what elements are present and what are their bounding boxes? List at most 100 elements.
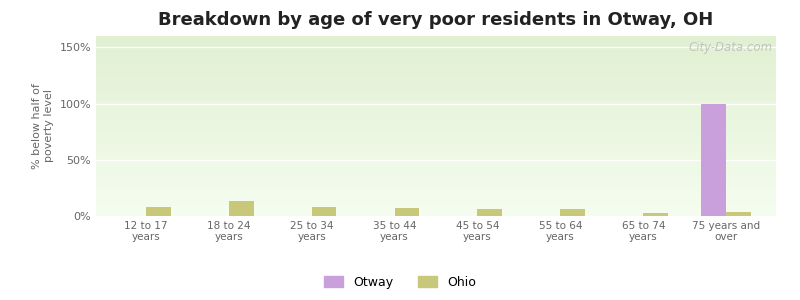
Bar	[96, 87, 776, 88]
Bar	[96, 98, 776, 99]
Bar	[96, 184, 776, 185]
Bar	[96, 134, 776, 135]
Bar	[96, 174, 776, 175]
Bar	[96, 205, 776, 206]
Bar	[96, 110, 776, 111]
Bar	[96, 121, 776, 122]
Bar	[96, 104, 776, 105]
Bar	[96, 157, 776, 158]
Bar	[96, 182, 776, 183]
Bar	[96, 58, 776, 59]
Bar	[96, 71, 776, 72]
Bar	[96, 188, 776, 189]
Bar	[96, 210, 776, 211]
Bar	[96, 126, 776, 127]
Bar	[96, 41, 776, 42]
Bar	[96, 138, 776, 139]
Bar	[96, 94, 776, 95]
Bar	[96, 129, 776, 130]
Bar	[96, 117, 776, 118]
Bar	[96, 54, 776, 55]
Bar	[229, 201, 254, 216]
Bar	[96, 180, 776, 181]
Bar	[96, 214, 776, 215]
Bar	[96, 36, 776, 37]
Bar	[96, 80, 776, 81]
Bar	[96, 100, 776, 101]
Bar	[96, 50, 776, 51]
Bar	[96, 83, 776, 84]
Bar	[96, 107, 776, 108]
Bar	[96, 116, 776, 117]
Bar	[96, 193, 776, 194]
Bar	[96, 131, 776, 132]
Bar	[96, 176, 776, 177]
Bar	[96, 122, 776, 123]
Bar	[96, 167, 776, 168]
Bar	[96, 78, 776, 79]
Bar	[96, 208, 776, 209]
Bar	[96, 189, 776, 190]
Bar	[96, 172, 776, 173]
Bar	[96, 73, 776, 74]
Bar	[96, 149, 776, 150]
Bar	[96, 118, 776, 119]
Bar	[96, 91, 776, 92]
Y-axis label: % below half of
poverty level: % below half of poverty level	[32, 83, 54, 169]
Bar	[96, 187, 776, 188]
Bar	[96, 44, 776, 45]
Bar	[96, 185, 776, 186]
Bar	[96, 161, 776, 162]
Bar	[96, 177, 776, 178]
Bar	[96, 125, 776, 126]
Bar	[96, 86, 776, 87]
Bar	[96, 62, 776, 63]
Bar	[96, 162, 776, 163]
Bar	[96, 212, 776, 213]
Bar	[146, 207, 170, 216]
Bar	[96, 211, 776, 212]
Bar	[96, 199, 776, 200]
Bar	[96, 96, 776, 97]
Bar	[96, 128, 776, 129]
Bar	[96, 201, 776, 202]
Bar	[96, 207, 776, 208]
Bar	[96, 143, 776, 144]
Bar	[96, 159, 776, 160]
Bar	[96, 90, 776, 91]
Bar	[96, 92, 776, 93]
Bar	[96, 168, 776, 169]
Bar	[96, 95, 776, 96]
Bar	[96, 209, 776, 210]
Bar	[96, 61, 776, 62]
Bar	[96, 135, 776, 136]
Bar	[96, 140, 776, 141]
Bar	[96, 153, 776, 154]
Bar	[96, 202, 776, 203]
Bar	[96, 169, 776, 170]
Bar	[96, 113, 776, 114]
Bar	[96, 84, 776, 85]
Bar	[96, 197, 776, 198]
Bar	[96, 150, 776, 151]
Text: City-Data.com: City-Data.com	[689, 41, 773, 54]
Bar	[96, 156, 776, 157]
Bar	[312, 207, 337, 216]
Bar	[96, 137, 776, 138]
Bar	[96, 64, 776, 65]
Bar	[96, 69, 776, 70]
Bar	[96, 76, 776, 77]
Bar	[96, 144, 776, 145]
Bar	[96, 158, 776, 159]
Bar	[96, 49, 776, 50]
Bar	[96, 163, 776, 164]
Bar	[96, 124, 776, 125]
Bar	[96, 145, 776, 146]
Bar	[96, 179, 776, 180]
Bar	[96, 200, 776, 201]
Bar	[96, 101, 776, 102]
Bar	[96, 119, 776, 120]
Bar	[96, 66, 776, 67]
Bar	[96, 46, 776, 47]
Bar	[96, 37, 776, 38]
